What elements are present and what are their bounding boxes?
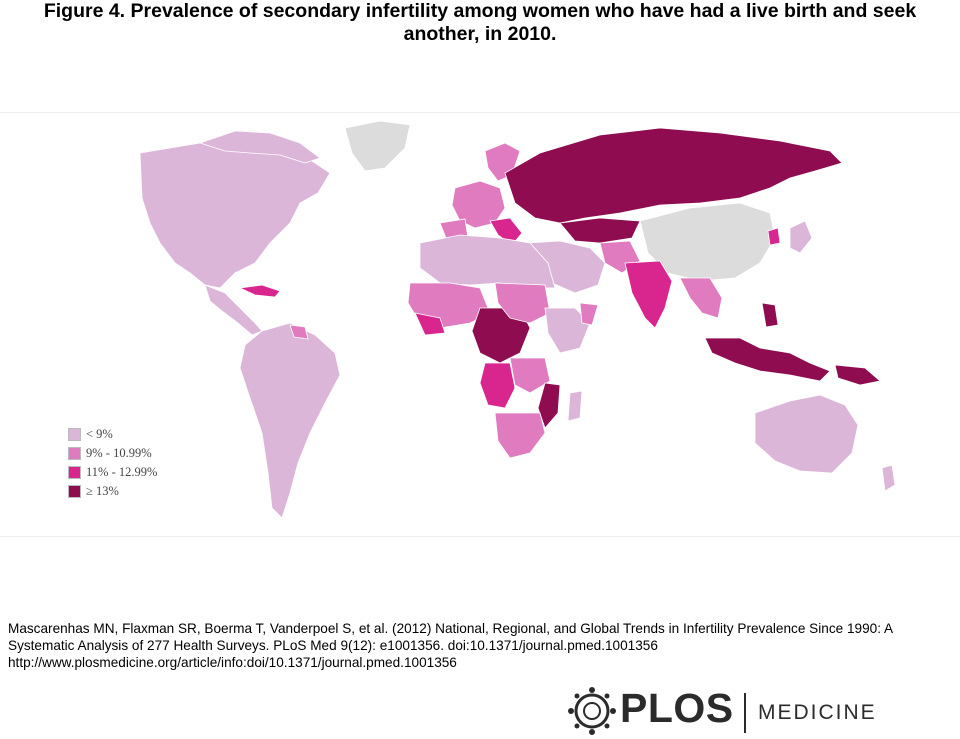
region-japan <box>789 220 813 254</box>
citation-url: http://www.plosmedicine.org/article/info… <box>8 655 457 670</box>
medicine-wordmark: MEDICINE <box>758 701 877 724</box>
region-korea <box>767 227 781 246</box>
region-caribbean <box>238 284 281 298</box>
world-map: < 9% 9% - 10.99% 11% - 12.99% ≥ 13% <box>0 112 960 537</box>
plos-medicine-logo: PLOS MEDICINE <box>568 683 875 738</box>
plos-wordmark: PLOS <box>620 685 734 731</box>
region-indonesia <box>704 337 831 382</box>
legend-swatch-11to13 <box>68 466 81 479</box>
legend-label: 11% - 12.99% <box>86 465 158 479</box>
region-west-coast <box>414 312 446 336</box>
logo-divider <box>744 693 746 733</box>
region-horn <box>579 302 599 326</box>
region-guianas <box>289 324 309 340</box>
legend-item: ≥ 13% <box>68 482 157 501</box>
legend-label: < 9% <box>86 427 113 441</box>
map-legend: < 9% 9% - 10.99% 11% - 12.99% ≥ 13% <box>68 425 157 501</box>
region-madagascar <box>567 390 583 422</box>
region-philippines <box>761 302 779 328</box>
legend-item: 9% - 10.99% <box>68 444 157 463</box>
region-greenland <box>344 120 411 172</box>
region-zambia <box>509 357 551 394</box>
region-central-asia <box>559 217 641 244</box>
legend-swatch-lt9 <box>68 428 81 441</box>
region-papua <box>834 364 881 386</box>
region-chad-sudan <box>494 282 551 324</box>
region-canada-north <box>198 130 321 164</box>
region-south-america <box>239 322 341 519</box>
citation-line-2: Systematic Analysis of 277 Health Survey… <box>8 638 658 653</box>
figure-title: Figure 4. Prevalence of secondary infert… <box>0 0 960 46</box>
region-south-africa <box>494 412 546 459</box>
plos-emblem-icon <box>568 687 616 735</box>
legend-label: 9% - 10.99% <box>86 446 152 460</box>
region-mozambique <box>537 382 561 429</box>
figure-title-line-1: Figure 4. Prevalence of secondary infert… <box>43 0 917 22</box>
legend-item: < 9% <box>68 425 157 444</box>
world-map-svg <box>139 120 896 519</box>
region-india <box>624 260 673 329</box>
region-new-zealand <box>881 464 896 492</box>
legend-item: 11% - 12.99% <box>68 463 157 482</box>
legend-label: ≥ 13% <box>86 484 119 498</box>
region-angola-drc <box>479 362 516 409</box>
region-se-asia <box>679 277 723 319</box>
citation: Mascarenhas MN, Flaxman SR, Boerma T, Va… <box>8 620 953 671</box>
region-north-america <box>139 140 331 289</box>
region-central-america <box>204 284 263 336</box>
region-italy-balkans <box>489 217 523 246</box>
region-australia <box>754 394 859 474</box>
figure-title-line-2: another, in 2010. <box>403 23 557 45</box>
legend-swatch-gte13 <box>68 485 81 498</box>
legend-swatch-9to11 <box>68 447 81 460</box>
citation-line-1: Mascarenhas MN, Flaxman SR, Boerma T, Va… <box>8 621 894 636</box>
region-east-africa <box>544 307 591 354</box>
region-russia <box>504 127 843 224</box>
